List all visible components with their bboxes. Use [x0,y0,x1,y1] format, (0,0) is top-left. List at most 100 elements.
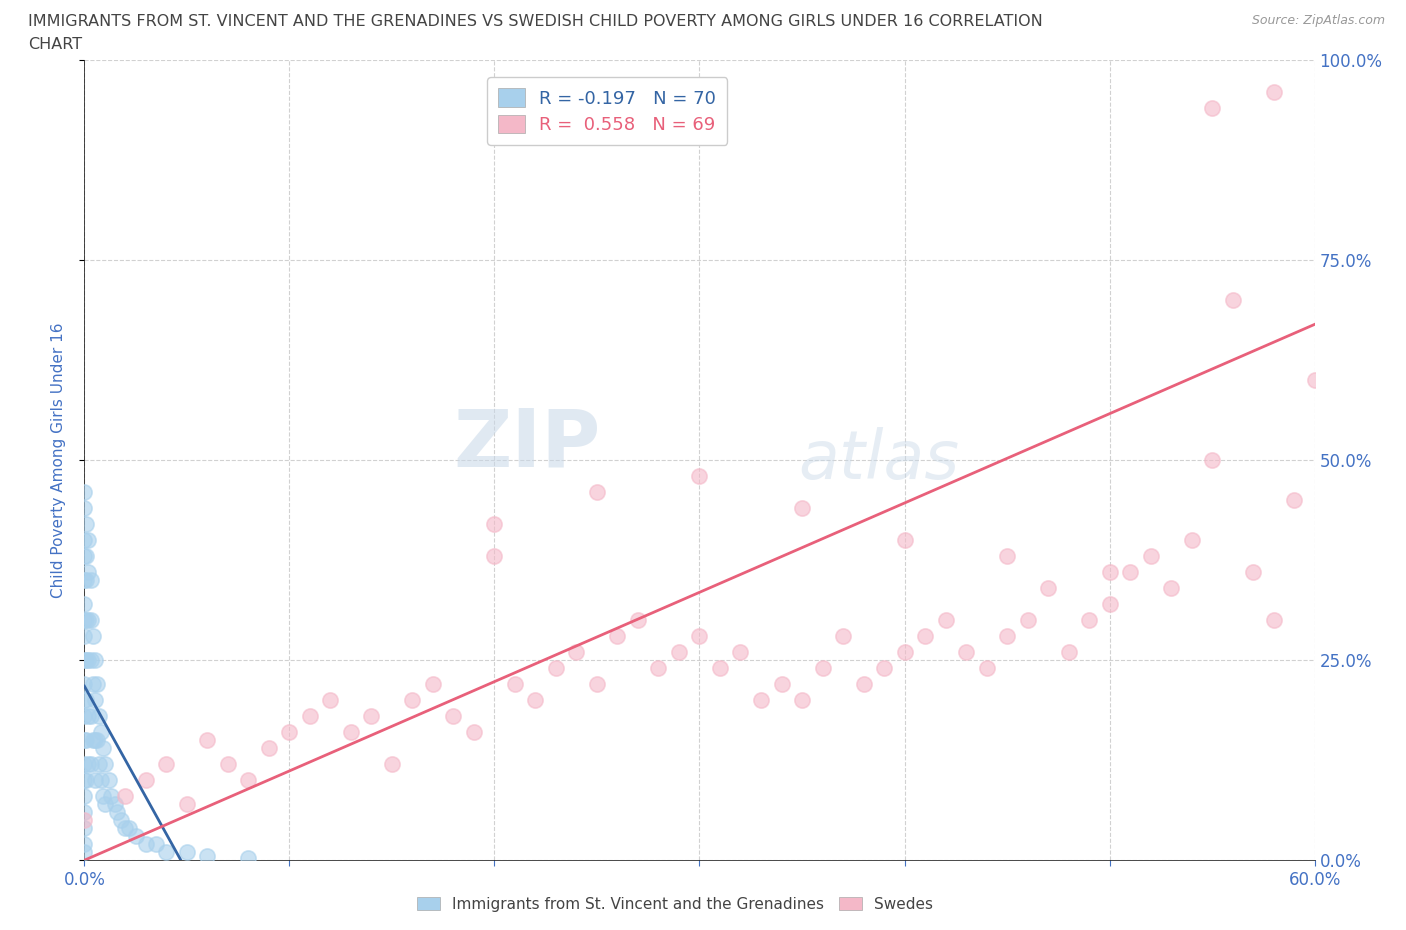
Point [77,565,100,579]
Point [91,741,114,756]
Point [893,644,915,659]
Point [110,813,132,828]
Point [709,661,731,676]
Point [1160,581,1182,596]
Point [124,829,146,844]
Point [176,797,198,812]
Point [91,789,114,804]
Point [1098,565,1121,579]
Point [75,773,97,788]
Point [730,644,752,659]
Point [73,533,96,548]
Point [238,850,260,865]
Text: CHART: CHART [28,37,82,52]
Point [118,821,141,836]
Point [90,773,112,788]
Point [689,629,711,644]
Point [75,573,97,588]
Point [73,844,96,859]
Point [689,469,711,484]
Point [73,804,96,819]
Point [893,533,915,548]
Point [98,773,120,788]
Point [94,757,117,772]
Point [1181,533,1204,548]
Point [83,773,105,788]
Point [298,709,321,724]
Point [114,789,136,804]
Point [1057,644,1080,659]
Point [935,613,957,628]
Point [790,501,813,516]
Point [749,693,772,708]
Point [77,533,100,548]
Point [1201,453,1223,468]
Point [73,757,96,772]
Point [1017,613,1039,628]
Point [1222,293,1244,308]
Point [238,773,260,788]
Point [79,709,101,724]
Point [73,773,96,788]
Text: IMMIGRANTS FROM ST. VINCENT AND THE GRENADINES VS SWEDISH CHILD POVERTY AMONG GI: IMMIGRANTS FROM ST. VINCENT AND THE GREN… [28,14,1043,29]
Point [565,644,588,659]
Point [340,724,363,739]
Point [197,849,219,864]
Point [381,757,404,772]
Point [1036,581,1059,596]
Point [79,653,101,668]
Y-axis label: Child Poverty Among Girls Under 16: Child Poverty Among Girls Under 16 [51,323,66,598]
Point [86,733,108,748]
Point [73,837,96,852]
Point [976,661,998,676]
Point [73,613,96,628]
Point [82,733,104,748]
Point [1139,549,1161,564]
Point [484,517,506,532]
Point [1078,613,1101,628]
Point [1263,85,1285,100]
Point [484,549,506,564]
Point [73,677,96,692]
Point [257,741,280,756]
Point [832,629,855,644]
Point [606,629,628,644]
Point [1098,597,1121,612]
Point [79,613,101,628]
Point [79,757,101,772]
Point [176,844,198,859]
Point [995,629,1018,644]
Point [503,677,526,692]
Point [135,773,157,788]
Point [995,549,1018,564]
Point [73,821,96,836]
Point [75,549,97,564]
Point [770,677,793,692]
Point [83,653,105,668]
Point [217,757,239,772]
Point [524,693,547,708]
Point [87,709,110,724]
Legend: R = -0.197   N = 70, R =  0.558   N = 69: R = -0.197 N = 70, R = 0.558 N = 69 [486,77,727,145]
Point [443,709,465,724]
Point [75,517,97,532]
Point [914,629,936,644]
Point [1303,373,1326,388]
Point [73,813,96,828]
Point [90,724,112,739]
Point [73,789,96,804]
Point [83,733,105,748]
Point [873,661,896,676]
Point [86,677,108,692]
Point [790,693,813,708]
Point [360,709,382,724]
Point [73,709,96,724]
Point [75,733,97,748]
Point [1241,565,1264,579]
Point [77,757,100,772]
Point [73,693,96,708]
Text: atlas: atlas [799,428,959,493]
Point [87,757,110,772]
Point [79,573,101,588]
Point [135,837,157,852]
